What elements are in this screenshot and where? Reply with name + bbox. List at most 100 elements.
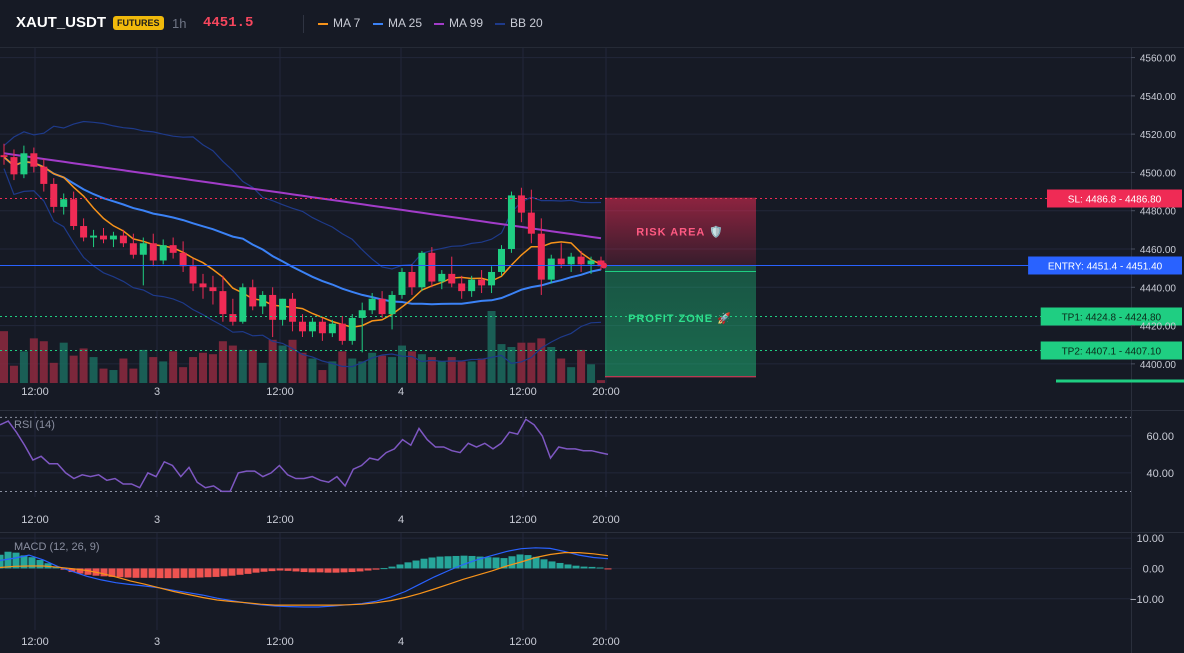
macd-axis-label: 10.00	[1136, 533, 1164, 545]
volume-bar	[69, 355, 78, 383]
price-line-axis-value: 4424.80	[1125, 313, 1162, 324]
timeframe-label[interactable]: 1h	[172, 16, 187, 31]
volume-bar	[358, 361, 367, 383]
candle-body	[299, 321, 306, 332]
macd-histogram-bar	[476, 556, 484, 569]
volume-bar	[557, 358, 566, 383]
candle-body	[109, 235, 117, 240]
price-line-label: SL: 4486.8 -	[1068, 195, 1125, 206]
macd-histogram-bar	[140, 568, 148, 578]
macd-histogram-bar	[412, 560, 420, 569]
legend-ma7[interactable]: MA 7	[318, 16, 360, 30]
price-axis-label: 4500.00	[1140, 168, 1177, 179]
time-axis-label: 3	[154, 636, 160, 648]
symbol-title[interactable]: XAUT_USDT	[16, 14, 107, 31]
macd-histogram-bar	[500, 558, 508, 569]
candle-body	[348, 317, 356, 341]
candle-body	[488, 271, 496, 286]
macd-histogram-bar	[436, 556, 444, 569]
macd-histogram-bar	[260, 568, 268, 572]
legend-ma25[interactable]: MA 25	[373, 16, 422, 30]
candle-body	[40, 166, 48, 184]
volume-bar	[119, 358, 128, 383]
macd-histogram-bar	[540, 559, 548, 569]
macd-histogram-bar	[148, 568, 156, 578]
volume-bar	[109, 370, 118, 383]
candle-body	[20, 153, 28, 175]
volume-bar	[417, 354, 426, 383]
price-line-tag-text-2: ENTRY: 4451.4 - 4451.40	[1048, 262, 1163, 273]
legend-ma99[interactable]: MA 99	[434, 16, 483, 30]
price-axis-label: 4520.00	[1140, 130, 1177, 141]
macd-histogram-bar	[172, 568, 180, 579]
legend-ma99-swatch	[434, 22, 444, 25]
candle-body	[279, 298, 287, 320]
ma99-line	[3, 152, 602, 240]
macd-histogram-bar	[276, 568, 284, 571]
volume-bar	[308, 358, 317, 383]
candle-body	[289, 298, 297, 322]
macd-histogram-bar	[548, 561, 556, 569]
macd-axis-label: 0.00	[1143, 563, 1164, 575]
price-line-label: TP2: 4407.1 -	[1062, 347, 1125, 358]
macd-histogram-bar	[348, 568, 356, 573]
risk-area-zone	[605, 197, 756, 266]
price-axis-label: 4420.00	[1140, 322, 1177, 333]
candle-body	[50, 183, 58, 207]
profit-zone-label: PROFIT ZONE 🚀	[628, 312, 732, 325]
macd-histogram-bar	[316, 568, 324, 573]
macd-histogram-bar	[428, 557, 436, 569]
candle-body	[438, 273, 446, 282]
macd-histogram-bar	[604, 568, 612, 570]
time-axis-label: 12:00	[21, 636, 49, 648]
macd-title: MACD (12, 26, 9)	[14, 541, 100, 553]
volume-bar	[427, 357, 436, 383]
candle-body	[597, 260, 605, 267]
price-line-label: TP1: 4424.8 -	[1062, 313, 1125, 324]
macd-histogram-bar	[564, 564, 572, 569]
legend-ma25-label: MA 25	[388, 16, 423, 30]
volume-bar	[288, 339, 297, 383]
time-axis-label: 12:00	[509, 386, 537, 398]
candle-body	[139, 243, 147, 255]
macd-histogram-bar	[124, 568, 132, 578]
price-line-axis-value: 4451.40	[1126, 262, 1163, 273]
macd-axis-label: −10.00	[1130, 594, 1164, 606]
macd-histogram-bar	[204, 568, 212, 578]
volume-bar	[179, 367, 188, 383]
candle-body	[408, 271, 416, 288]
price-line-label: ENTRY: 4451.4 -	[1048, 262, 1126, 273]
candle-body	[239, 287, 247, 322]
macd-histogram-bar	[308, 568, 316, 573]
volume-bar	[597, 380, 605, 383]
rsi-title: RSI (14)	[14, 419, 55, 431]
volume-bar	[39, 341, 48, 383]
price-axis-label: 4560.00	[1140, 54, 1177, 65]
rsi-axis-label: 40.00	[1146, 468, 1174, 480]
legend-bb20[interactable]: BB 20	[495, 16, 543, 30]
macd-histogram-bar	[524, 555, 532, 569]
time-axis-label: 12:00	[509, 514, 537, 526]
candle-body	[517, 195, 525, 213]
price-axis-label: 4480.00	[1140, 207, 1177, 218]
time-axis-label: 20:00	[592, 636, 620, 648]
time-axis-label: 20:00	[592, 386, 620, 398]
top-toolbar: XAUT_USDT FUTURES 1h 4451.5 MA 7 MA 25 M…	[0, 0, 1184, 48]
candle-body	[498, 249, 505, 272]
volume-bar	[59, 342, 68, 383]
futures-badge: FUTURES	[113, 16, 164, 30]
macd-histogram-bar	[244, 568, 252, 574]
candle-body	[478, 279, 486, 286]
time-axis-label: 3	[154, 386, 160, 398]
macd-histogram-bar	[180, 568, 188, 578]
macd-signal-line	[0, 551, 609, 606]
candle-body	[90, 235, 98, 238]
volume-bar	[238, 349, 247, 383]
volume-bar	[507, 347, 516, 383]
candle-body	[358, 310, 366, 318]
candle-body	[60, 199, 68, 207]
macd-histogram-bar	[420, 558, 428, 569]
candle-body	[199, 283, 207, 288]
legend-bb20-label: BB 20	[510, 16, 543, 30]
